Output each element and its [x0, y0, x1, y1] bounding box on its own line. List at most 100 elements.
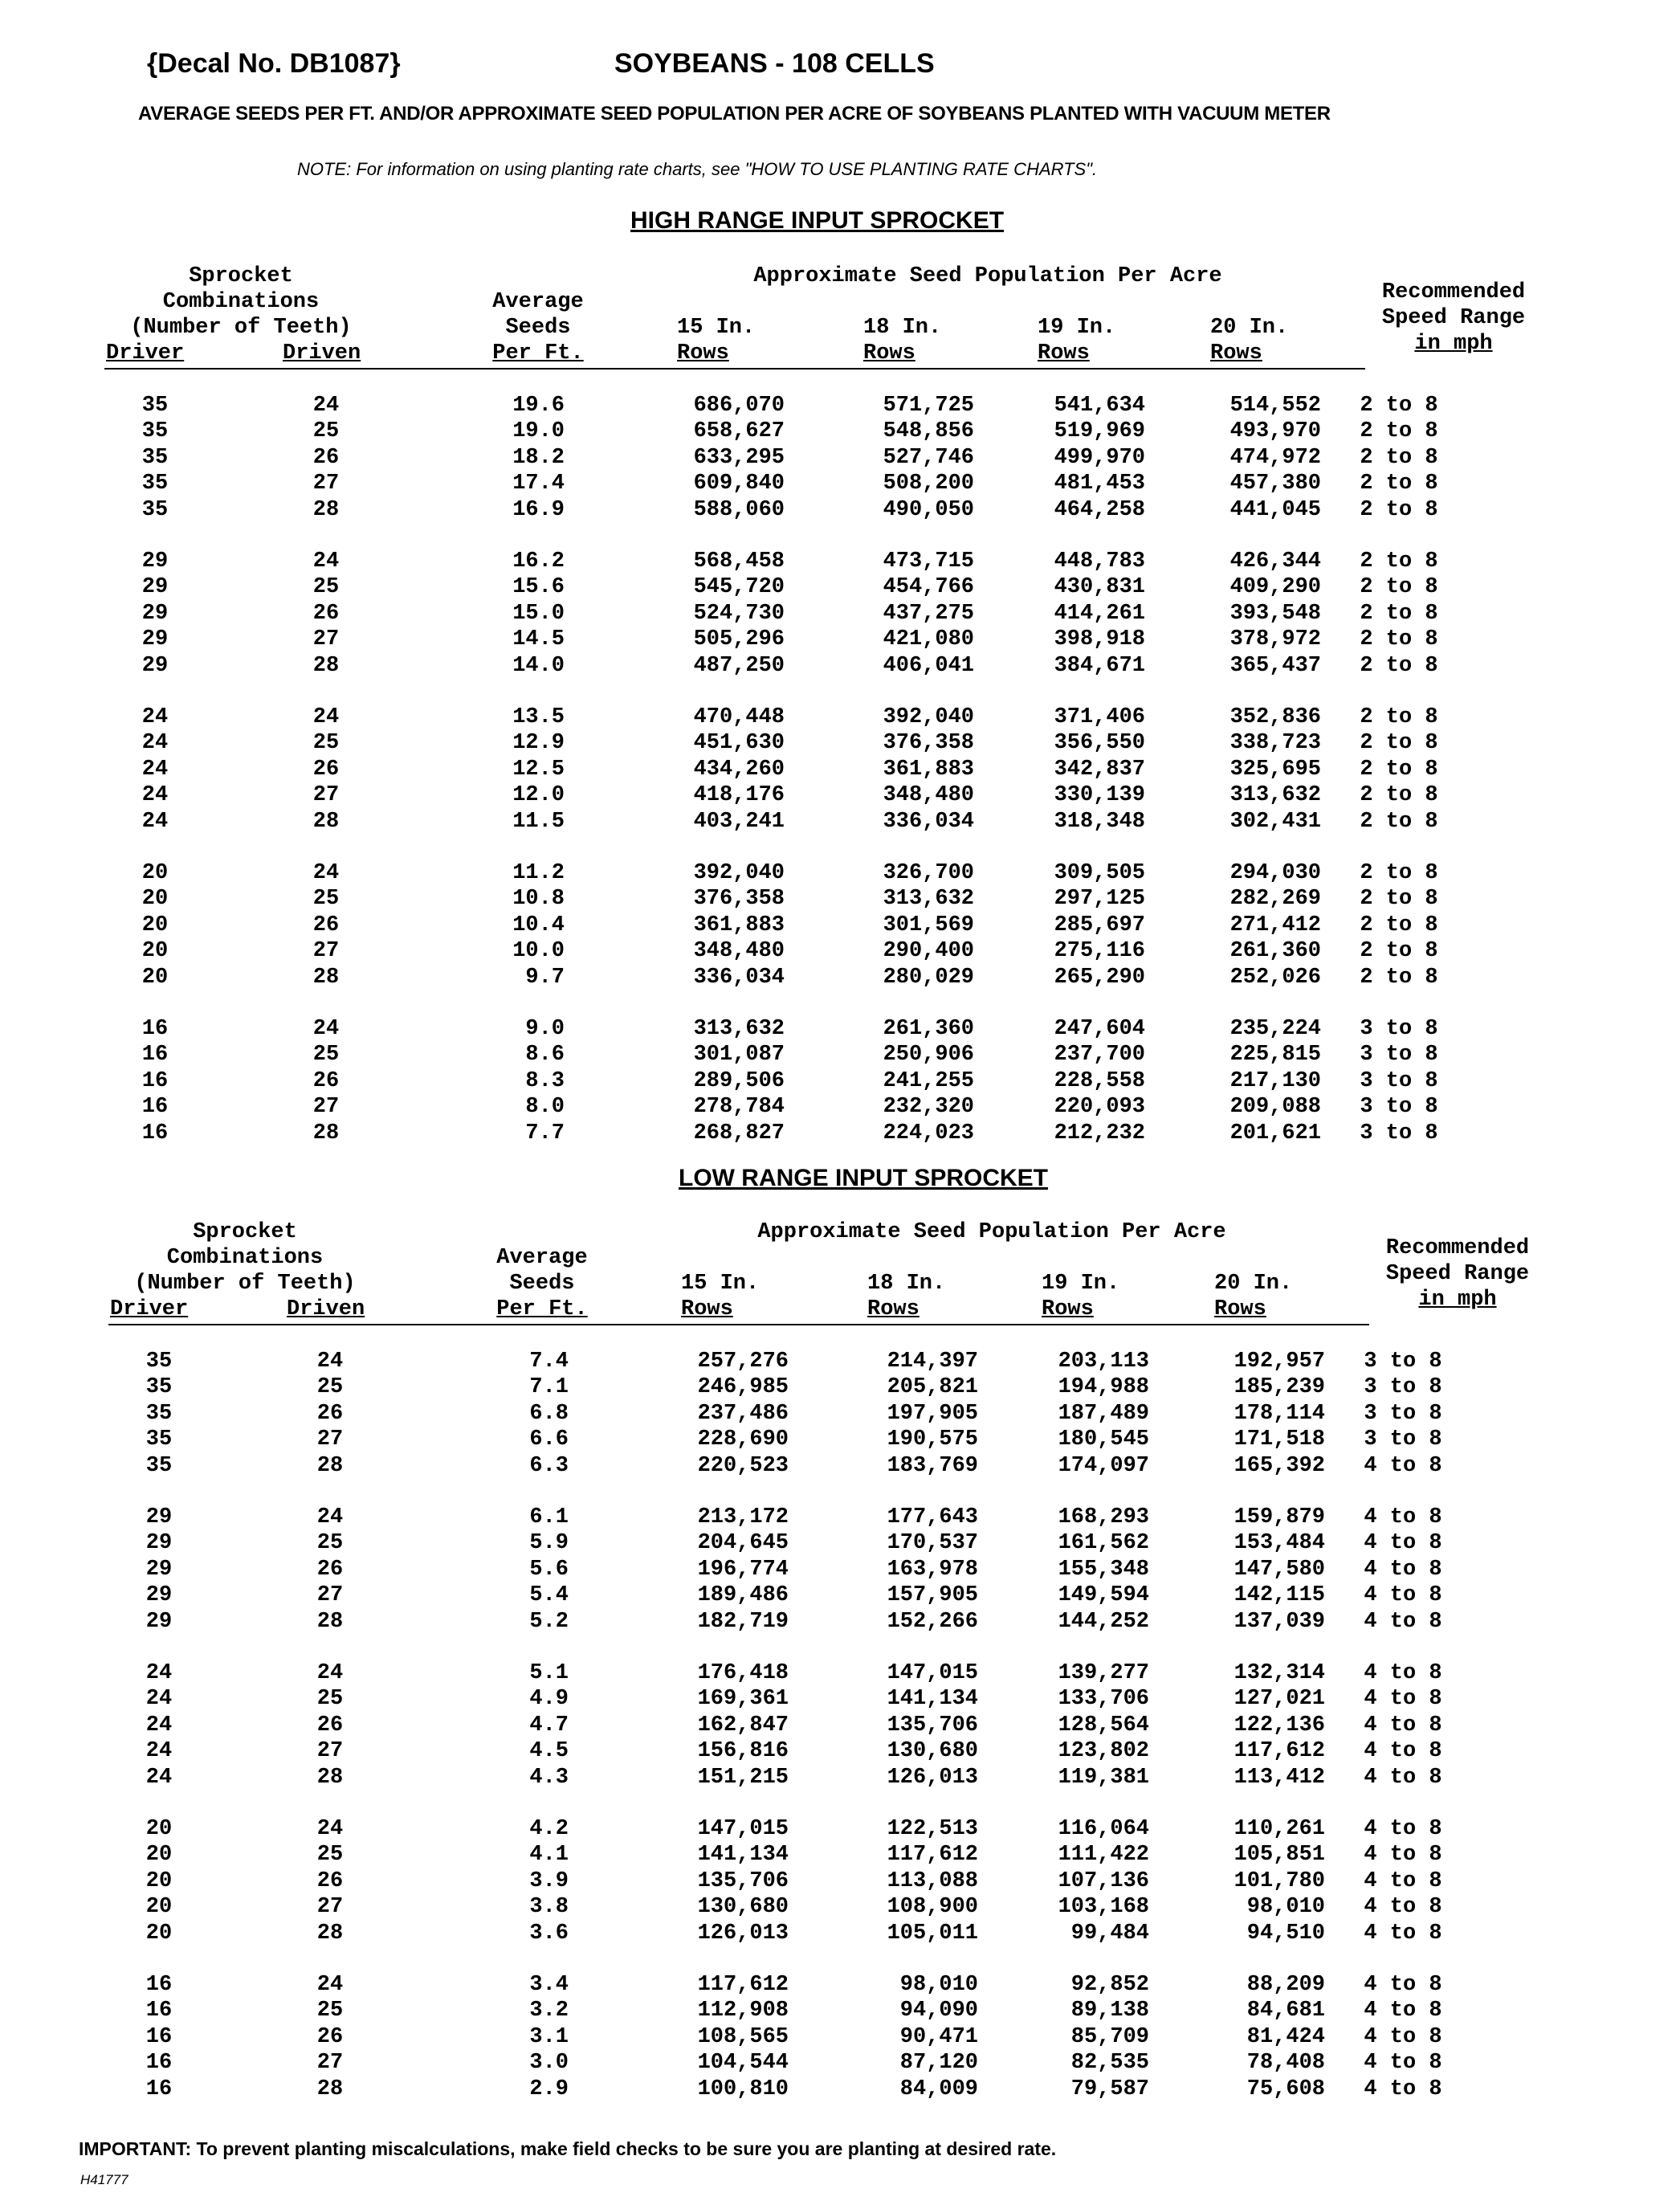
rows20-cell: 101,780	[1233, 1868, 1325, 1893]
driven-header: Driven	[283, 341, 361, 365]
average-seeds-cell: 9.0	[525, 1017, 565, 1041]
rows20-cell: 117,612	[1233, 1739, 1325, 1764]
rows18-cell: 108,900	[887, 1895, 978, 1920]
average-seeds-cell: 3.9	[529, 1868, 569, 1893]
average-seeds-cell: 7.1	[529, 1375, 569, 1400]
speed-range-cell: 2 to 8	[1360, 809, 1438, 834]
rows18-cell: 147,015	[887, 1661, 978, 1685]
speed-range-cell: 4 to 8	[1364, 1713, 1442, 1738]
average-seeds-cell: 3.6	[529, 1921, 569, 1946]
driven-cell: 25	[312, 575, 340, 600]
speed-range-cell: 2 to 8	[1360, 419, 1438, 444]
average-seeds-cell: 8.0	[525, 1095, 565, 1120]
sprocket-header-line: Sprocket	[189, 264, 293, 288]
rows20-cell: 88,209	[1246, 1973, 1325, 1997]
header-rule	[108, 1324, 1369, 1325]
average-seeds-cell: 12.9	[512, 731, 565, 756]
table-row: 24 25 12.9 451,630 376,358 356,550 338,723 2 to…	[0, 731, 1680, 757]
table-row: 29 25 5.9 204,645 170,537 161,562 153,484 4 to …	[0, 1531, 1680, 1557]
rows18-cell: 376,358	[883, 731, 974, 756]
average-seeds-cell: 14.0	[512, 653, 565, 678]
speed-range-cell: 4 to 8	[1364, 1661, 1442, 1685]
driver-cell: 35	[141, 394, 169, 418]
rows15-cell: 189,486	[697, 1583, 789, 1608]
rows18-cell: 122,513	[887, 1817, 978, 1841]
rows18-cell: 473,715	[883, 549, 974, 574]
rows15-cell: 268,827	[693, 1121, 785, 1145]
rows20-cell: 282,269	[1229, 887, 1321, 912]
rows15-cell: 505,296	[693, 627, 785, 652]
rows20-cell: 365,437	[1229, 653, 1321, 678]
driver-cell: 35	[145, 1350, 173, 1374]
driven-cell: 27	[316, 1739, 344, 1764]
rows15-cell: 135,706	[697, 1868, 789, 1893]
driver-cell: 29	[145, 1505, 173, 1529]
rows20-cell: 127,021	[1233, 1687, 1325, 1712]
rows18-cell: 454,766	[883, 575, 974, 600]
average-seeds-cell: 4.1	[529, 1843, 569, 1868]
rows15-cell: 182,719	[697, 1609, 789, 1634]
table-row: 24 26 4.7 162,847 135,706 128,564 122,136 4 to …	[0, 1713, 1680, 1739]
rows15-cell: 278,784	[693, 1095, 785, 1120]
rows20-cell: 137,039	[1233, 1609, 1325, 1634]
speed-range-cell: 4 to 8	[1364, 1843, 1442, 1868]
average-seeds-cell: 4.5	[529, 1739, 569, 1764]
driven-cell: 28	[316, 2076, 344, 2101]
driven-cell: 26	[312, 601, 340, 626]
rows18-cell: 126,013	[887, 1765, 978, 1790]
average-seeds-cell: 10.8	[512, 887, 565, 912]
population-header: Approximate Seed Population Per Acre	[757, 1220, 1226, 1244]
rows20-cell: 110,261	[1233, 1817, 1325, 1841]
rows15-cell: 434,260	[693, 757, 785, 782]
driven-cell: 28	[312, 1121, 340, 1145]
sprocket-header-line: (Number of Teeth)	[134, 1272, 356, 1296]
rows19-cell: 342,837	[1054, 757, 1145, 782]
driven-cell: 24	[312, 394, 340, 418]
rows19-cell: 85,709	[1070, 2024, 1149, 2049]
average-seeds-cell: 19.0	[512, 419, 565, 444]
rows20-cell: 271,412	[1229, 913, 1321, 937]
rows18-cell: 163,978	[887, 1557, 978, 1582]
speed-range-cell: 4 to 8	[1364, 1687, 1442, 1712]
rows15-cell: 470,448	[693, 705, 785, 729]
rows15-cell: 392,040	[693, 861, 785, 885]
rows19-cell: 128,564	[1058, 1713, 1149, 1738]
driver-cell: 16	[145, 1999, 173, 2023]
driven-cell: 28	[316, 1609, 344, 1634]
rows18-header: 18 In.	[867, 1272, 946, 1296]
table-row: 29 28 5.2 182,719 152,266 144,252 137,039 4 to …	[0, 1610, 1680, 1635]
average-seeds-cell: 4.9	[529, 1687, 569, 1712]
rows19-cell: 414,261	[1054, 601, 1145, 626]
important-notice: IMPORTANT: To prevent planting miscalcul…	[79, 2138, 1057, 2159]
average-seeds-cell: 17.4	[512, 472, 565, 496]
rows20-cell: 171,518	[1233, 1427, 1325, 1452]
rows15-cell: 104,544	[697, 2051, 789, 2076]
rows19-header-rows: Rows	[1042, 1297, 1094, 1321]
driven-cell: 27	[316, 2051, 344, 2076]
driver-cell: 24	[145, 1765, 173, 1790]
average-seeds-header-line: Per Ft.	[492, 341, 584, 365]
speed-range-cell: 4 to 8	[1364, 1895, 1442, 1920]
rows18-cell: 421,080	[883, 627, 974, 652]
speed-range-cell: 2 to 8	[1360, 601, 1438, 626]
rows18-cell: 527,746	[883, 445, 974, 470]
rows18-cell: 336,034	[883, 809, 974, 834]
average-seeds-cell: 5.4	[529, 1583, 569, 1608]
driven-cell: 25	[312, 731, 340, 756]
sprocket-header-line: Combinations	[162, 290, 320, 314]
driven-cell: 24	[316, 1973, 344, 1997]
driven-cell: 25	[316, 1999, 344, 2023]
speed-range-cell: 2 to 8	[1360, 394, 1438, 418]
driver-cell: 35	[141, 445, 169, 470]
rows20-cell: 159,879	[1233, 1505, 1325, 1529]
rows15-cell: 451,630	[693, 731, 785, 756]
table-row: 29 26 5.6 196,774 163,978 155,348 147,580 4 to …	[0, 1558, 1680, 1583]
average-seeds-cell: 4.2	[529, 1817, 569, 1841]
driven-cell: 27	[312, 939, 340, 964]
speed-range-cell: 4 to 8	[1364, 1609, 1442, 1634]
driven-cell: 27	[316, 1895, 344, 1920]
rows19-cell: 187,489	[1058, 1401, 1149, 1426]
driver-cell: 16	[145, 1973, 173, 1997]
rows19-cell: 123,802	[1058, 1739, 1149, 1764]
rows15-cell: 588,060	[693, 497, 785, 522]
